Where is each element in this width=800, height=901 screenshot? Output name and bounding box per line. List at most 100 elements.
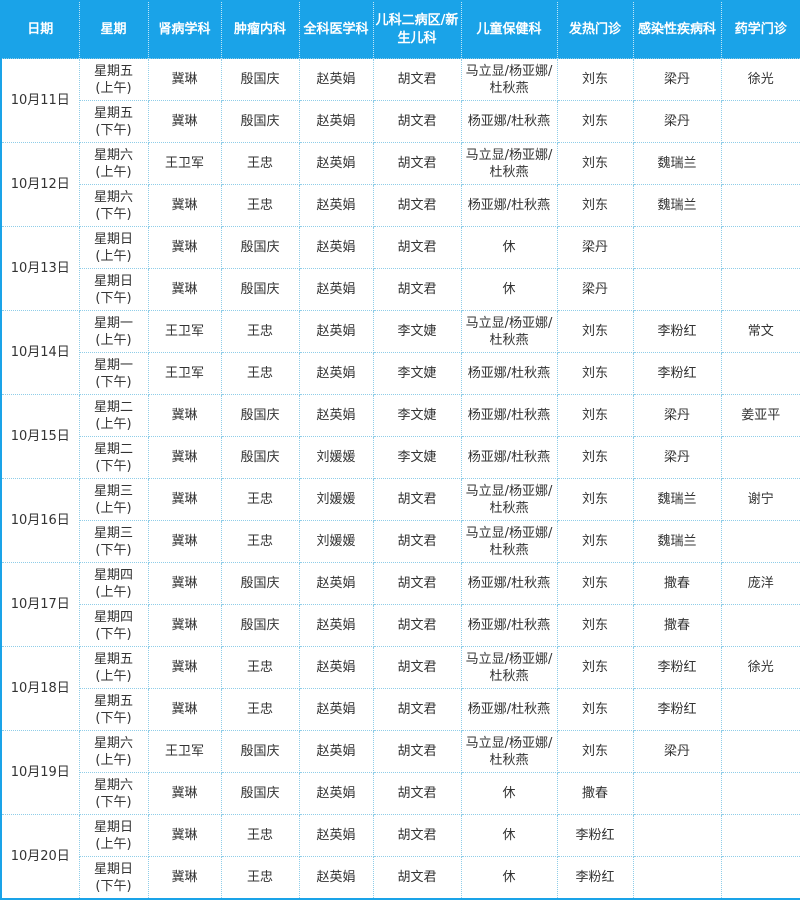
doctor-cell: 殷国庆 (220, 226, 300, 269)
doctor-cell: 刘东 (556, 478, 634, 521)
weekday-cell: 星期三 (下午) (78, 520, 149, 563)
doctor-cell: 胡文君 (372, 142, 462, 185)
doctor-cell: 梁丹 (556, 226, 634, 269)
date-cell: 10月19日 (0, 730, 80, 815)
doctor-cell: 梁丹 (632, 100, 722, 143)
doctor-cell (632, 268, 722, 311)
doctor-cell: 胡文君 (372, 604, 462, 647)
weekday-label: 星期二 (93, 399, 133, 415)
doctor-cell: 冀琳 (147, 520, 222, 563)
doctor-cell (720, 730, 800, 773)
doctor-cell: 刘东 (556, 436, 634, 479)
doctor-cell: 胡文君 (372, 520, 462, 563)
weekday-label: 星期四 (93, 567, 133, 583)
period-label: (下午) (95, 122, 132, 138)
doctor-cell: 刘东 (556, 520, 634, 563)
weekday-cell: 星期日 (下午) (78, 856, 149, 900)
doctor-cell: 赵英娟 (298, 646, 374, 689)
doctor-cell: 刘东 (556, 184, 634, 227)
doctor-cell: 王忠 (220, 688, 300, 731)
doctor-cell: 刘媛媛 (298, 520, 374, 563)
date-cell: 10月15日 (0, 394, 80, 479)
doctor-cell: 休 (460, 268, 558, 311)
doctor-cell: 赵英娟 (298, 310, 374, 353)
doctor-cell: 刘东 (556, 394, 634, 437)
weekday-cell: 星期五 (下午) (78, 100, 149, 143)
doctor-cell (632, 772, 722, 815)
doctor-cell: 刘东 (556, 562, 634, 605)
doctor-cell: 李文婕 (372, 394, 462, 437)
period-label: (下午) (95, 206, 132, 222)
doctor-cell: 杨亚娜/杜秋燕 (460, 562, 558, 605)
doctor-cell: 姜亚平 (720, 394, 800, 437)
period-label: (下午) (95, 374, 132, 390)
doctor-cell: 李粉红 (556, 856, 634, 900)
doctor-cell: 殷国庆 (220, 436, 300, 479)
doctor-cell: 李粉红 (556, 814, 634, 857)
doctor-cell: 冀琳 (147, 814, 222, 857)
weekday-cell: 星期二 (下午) (78, 436, 149, 479)
doctor-cell: 胡文君 (372, 58, 462, 101)
doctor-cell: 马立显/杨亚娜/杜秋燕 (460, 142, 558, 185)
table-row: 10月20日 星期日 (上午) 冀琳 王忠 赵英娟 胡文君休李粉红 (0, 814, 800, 900)
doctor-cell: 李文婕 (372, 352, 462, 395)
doctor-cell (720, 814, 800, 857)
doctor-cell: 刘东 (556, 352, 634, 395)
table-row: 10月19日 星期六 (上午) 王卫军 殷国庆 赵英娟 胡文君 马立显/杨亚娜/杜秋燕 刘东 梁丹 (0, 730, 800, 815)
weekday-cell: 星期五 (下午) (78, 688, 149, 731)
doctor-cell: 胡文君 (372, 814, 462, 857)
doctor-cell: 赵英娟 (298, 142, 374, 185)
doctor-cell: 王忠 (220, 310, 300, 353)
doctor-cell: 杨亚娜/杜秋燕 (460, 688, 558, 731)
doctor-cell: 冀琳 (147, 226, 222, 269)
weekday-cell: 星期五 (上午) (78, 646, 149, 689)
date-cell: 10月17日 (0, 562, 80, 647)
table-row: 星期五 (下午) 冀琳 殷国庆 赵英娟 胡文君 杨亚娜/杜秋燕 刘东 梁丹 (1, 100, 800, 143)
period-label: (下午) (95, 626, 132, 642)
period-label: (上午) (95, 248, 132, 264)
doctor-cell: 马立显/杨亚娜/杜秋燕 (460, 520, 558, 563)
column-header: 药学门诊 (721, 1, 800, 59)
doctor-cell: 李粉红 (632, 688, 722, 731)
table-row: 星期三 (下午) 冀琳 王忠 刘媛媛 胡文君 马立显/杨亚娜/杜秋燕 刘东 魏瑞兰 (1, 520, 800, 563)
table-row: 星期四 (下午) 冀琳 殷国庆 赵英娟 胡文君 杨亚娜/杜秋燕 刘东 撒春 (1, 604, 800, 647)
doctor-cell: 胡文君 (372, 226, 462, 269)
table-row: 10月13日 星期日 (上午) 冀琳 殷国庆 赵英娟 胡文君休梁丹 (0, 226, 800, 311)
doctor-cell: 冀琳 (147, 394, 222, 437)
period-label: (上午) (95, 332, 132, 348)
doctor-cell: 梁丹 (556, 268, 634, 311)
weekday-label: 星期三 (93, 483, 133, 499)
weekday-label: 星期四 (93, 609, 133, 625)
weekday-label: 星期六 (93, 777, 133, 793)
doctor-cell: 殷国庆 (220, 394, 300, 437)
doctor-cell: 赵英娟 (298, 100, 374, 143)
period-label: (上午) (95, 164, 132, 180)
doctor-cell: 殷国庆 (220, 100, 300, 143)
doctor-cell: 李粉红 (632, 646, 722, 689)
doctor-cell: 胡文君 (372, 268, 462, 311)
weekday-cell: 星期六 (下午) (78, 772, 149, 815)
weekday-cell: 星期五 (上午) (78, 58, 149, 101)
table-row: 10月15日 星期二 (上午) 冀琳 殷国庆 赵英娟 李文婕 杨亚娜/杜秋燕 刘东 梁丹 姜亚平 (0, 394, 800, 479)
date-cell: 10月20日 (0, 814, 80, 900)
doctor-cell (720, 226, 800, 269)
doctor-cell: 杨亚娜/杜秋燕 (460, 394, 558, 437)
doctor-cell: 李文婕 (372, 310, 462, 353)
weekday-label: 星期日 (93, 273, 133, 289)
doctor-cell: 刘东 (556, 100, 634, 143)
doctor-cell: 赵英娟 (298, 226, 374, 269)
doctor-cell: 殷国庆 (220, 562, 300, 605)
table-row: 星期二 (下午) 冀琳 殷国庆 刘媛媛 李文婕 杨亚娜/杜秋燕 刘东 梁丹 (1, 436, 800, 479)
doctor-cell: 王卫军 (147, 352, 222, 395)
weekday-label: 星期五 (93, 105, 133, 121)
doctor-cell: 李粉红 (632, 352, 722, 395)
table-row: 星期五 (下午) 冀琳 王忠 赵英娟 胡文君 杨亚娜/杜秋燕 刘东 李粉红 (1, 688, 800, 731)
weekday-label: 星期日 (93, 861, 133, 877)
doctor-cell: 刘东 (556, 310, 634, 353)
doctor-cell: 李粉红 (632, 310, 722, 353)
doctor-cell: 冀琳 (147, 772, 222, 815)
doctor-cell: 魏瑞兰 (632, 142, 722, 185)
doctor-cell: 赵英娟 (298, 772, 374, 815)
table-row: 星期日 (下午) 冀琳 王忠 赵英娟 胡文君休李粉红 (1, 856, 800, 900)
doctor-cell: 冀琳 (147, 436, 222, 479)
